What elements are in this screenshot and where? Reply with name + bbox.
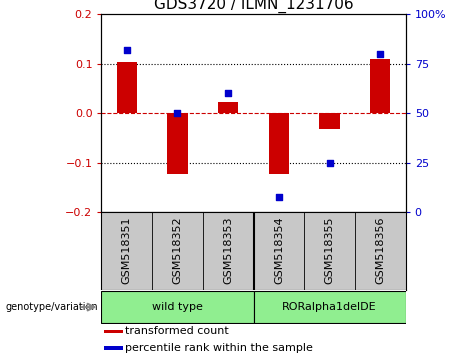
Text: GSM518351: GSM518351	[122, 216, 132, 284]
Text: GSM518354: GSM518354	[274, 216, 284, 284]
Text: RORalpha1delDE: RORalpha1delDE	[282, 302, 377, 312]
Bar	[167, 113, 188, 174]
Text: GSM518352: GSM518352	[172, 216, 183, 284]
Text: percentile rank within the sample: percentile rank within the sample	[124, 343, 313, 353]
Bar	[101, 291, 254, 323]
Text: wild type: wild type	[152, 302, 203, 312]
Bar	[319, 113, 340, 129]
Bar	[269, 113, 289, 174]
Bar	[105, 346, 123, 350]
Text: genotype/variation: genotype/variation	[5, 302, 98, 312]
Point	[225, 91, 232, 96]
Point	[174, 110, 181, 116]
Bar	[370, 59, 390, 113]
Text: GSM518353: GSM518353	[223, 216, 233, 284]
Text: GSM518356: GSM518356	[375, 216, 385, 284]
Bar	[254, 291, 406, 323]
Point	[377, 51, 384, 57]
Bar	[218, 102, 238, 113]
Point	[123, 47, 130, 53]
Point	[275, 194, 283, 199]
Bar	[117, 62, 137, 113]
Text: transformed count: transformed count	[124, 326, 228, 336]
Text: GSM518355: GSM518355	[325, 216, 335, 284]
Point	[326, 160, 333, 166]
Title: GDS3720 / ILMN_1231706: GDS3720 / ILMN_1231706	[154, 0, 354, 13]
Bar	[105, 330, 123, 333]
